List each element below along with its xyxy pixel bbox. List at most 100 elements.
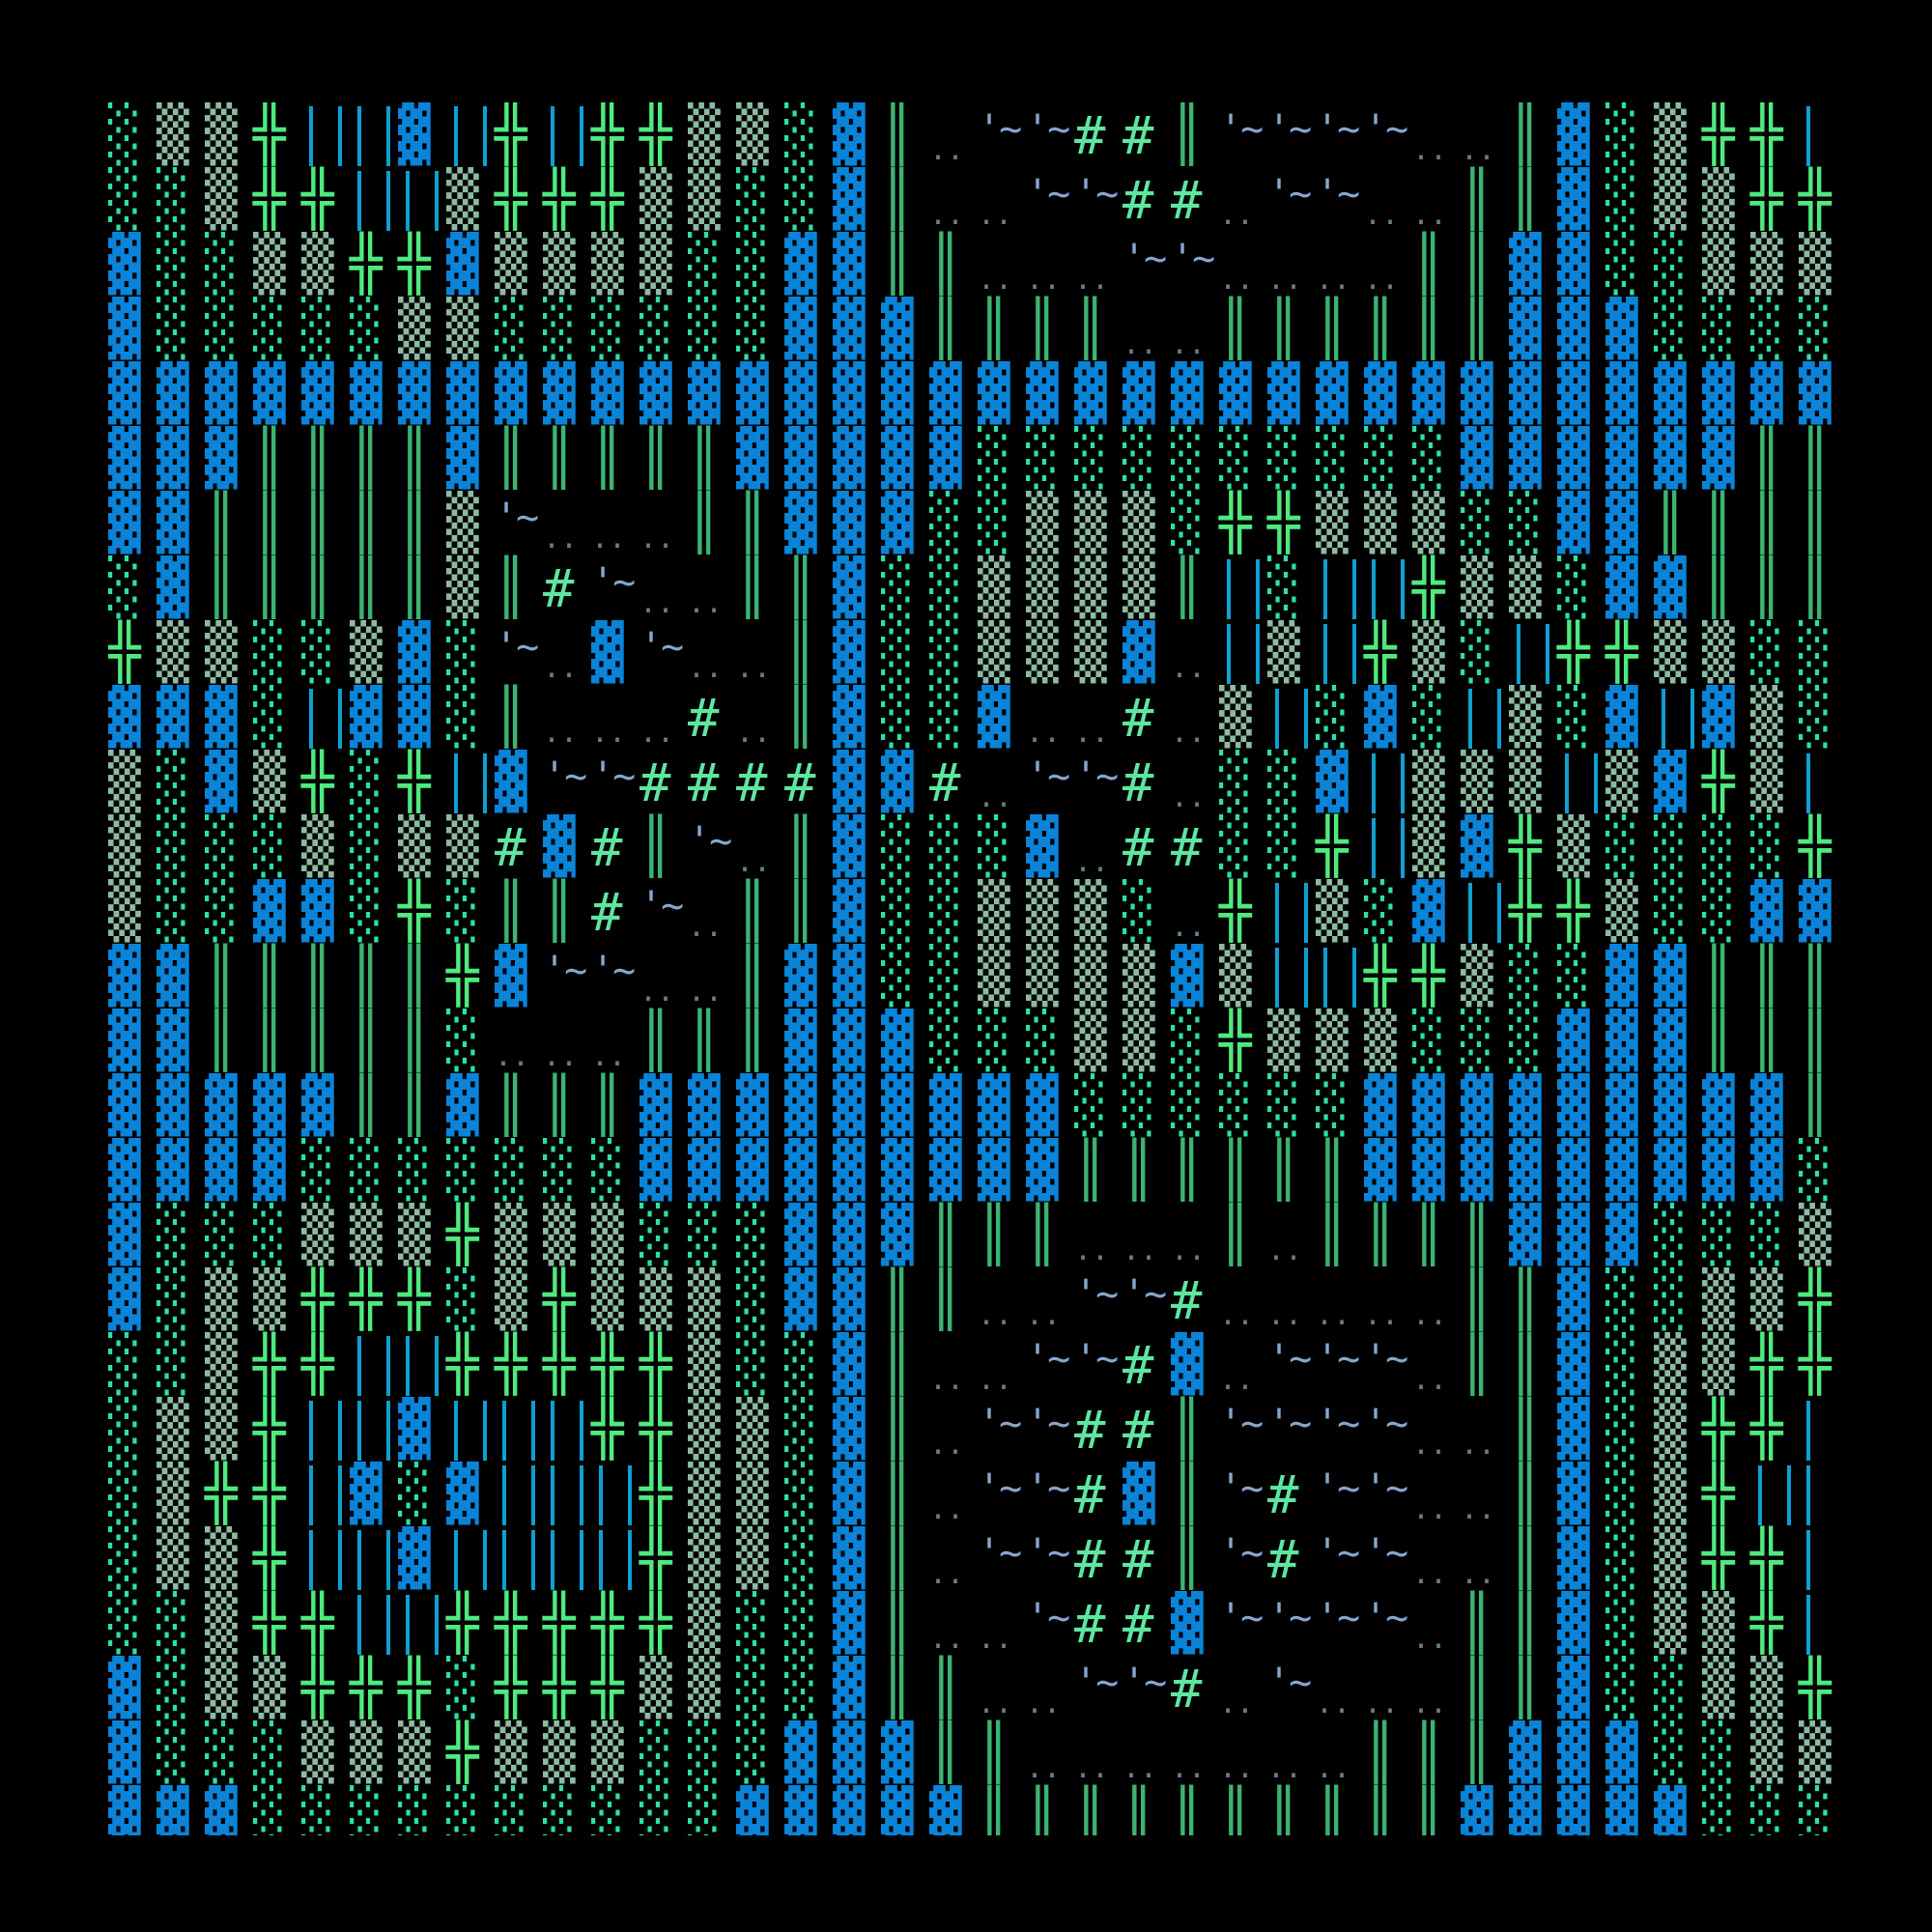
medium-shade-tile: ▒ xyxy=(591,233,624,296)
double-cross-tile: ╬ xyxy=(446,1592,479,1655)
cyan-bars-tile xyxy=(543,102,591,167)
medium-shade-tile: ▒ xyxy=(1654,621,1687,684)
light-shade-tile: ░ xyxy=(301,621,334,684)
double-vertical-tile: ║ xyxy=(1750,556,1783,619)
cyan-bar xyxy=(502,1465,506,1525)
double-vertical-tile: ║ xyxy=(881,1592,914,1655)
floor-dots-tile: .. xyxy=(639,586,675,620)
dark-shade-block-tile: ▓ xyxy=(833,1009,866,1072)
light-shade-tile: ░ xyxy=(446,621,479,684)
dark-shade-block-tile: ▓ xyxy=(108,362,141,425)
double-vertical-tile: ║ xyxy=(784,686,817,749)
dark-shade-block-tile: ▓ xyxy=(929,1786,962,1835)
medium-shade-tile: ▒ xyxy=(1412,815,1445,878)
water-tile: '~ xyxy=(1316,1402,1360,1446)
hash-tile: # xyxy=(1122,688,1154,749)
cyan-bar xyxy=(531,1401,535,1461)
dark-shade-block-tile: ▓ xyxy=(1364,362,1397,425)
cyan-bar xyxy=(1497,883,1501,943)
double-vertical-tile: ║ xyxy=(301,427,334,490)
cyan-bar xyxy=(454,1530,458,1590)
double-vertical-tile: ║ xyxy=(543,880,576,943)
double-vertical-tile: ║ xyxy=(1509,103,1542,166)
double-vertical-tile: ║ xyxy=(929,1204,962,1266)
water-tile: '~ xyxy=(978,1466,1022,1511)
cyan-bars-tile xyxy=(350,1332,398,1397)
dark-shade-block-tile: ▓ xyxy=(1412,362,1445,425)
dark-shade-block-tile: ▓ xyxy=(639,1139,672,1202)
double-vertical-tile: ║ xyxy=(1316,1139,1349,1202)
double-vertical-tile: ║ xyxy=(784,556,817,619)
double-vertical-tile: ║ xyxy=(1171,103,1204,166)
light-shade-tile: ░ xyxy=(1605,1268,1638,1331)
light-shade-tile: ░ xyxy=(1702,1204,1735,1266)
dark-shade-block-tile: ▓ xyxy=(350,1463,383,1525)
double-cross-tile: ╬ xyxy=(253,1463,286,1525)
light-shade-tile: ░ xyxy=(784,1333,817,1396)
double-cross-tile: ╬ xyxy=(205,1463,238,1525)
cyan-bar xyxy=(1227,559,1231,619)
water-tile: '~ xyxy=(1316,172,1360,216)
cyan-bars-tile xyxy=(1799,1397,1835,1462)
medium-shade-tile: ▒ xyxy=(1364,492,1397,554)
cyan-bar xyxy=(338,1465,342,1525)
light-shade-tile: ░ xyxy=(1461,621,1493,684)
light-shade-tile: ░ xyxy=(736,1592,769,1655)
dark-shade-block-tile: ▓ xyxy=(1557,1657,1590,1719)
cyan-bars-tile xyxy=(301,1397,350,1462)
light-shade-tile: ░ xyxy=(495,1139,527,1202)
floor-dots-tile: .. xyxy=(929,198,965,232)
dark-shade-block-tile: ▓ xyxy=(1267,362,1300,425)
double-cross-tile: ╬ xyxy=(398,751,431,813)
double-vertical-tile: ║ xyxy=(1026,1204,1059,1266)
water-tile: '~ xyxy=(1171,237,1215,281)
dark-shade-block-tile: ▓ xyxy=(1122,362,1155,425)
double-vertical-tile: ║ xyxy=(639,1009,672,1072)
light-shade-tile: ░ xyxy=(156,1657,189,1719)
light-shade-tile: ░ xyxy=(591,1139,624,1202)
medium-shade-tile: ▒ xyxy=(1074,621,1107,684)
cyan-bar xyxy=(483,1530,487,1590)
dark-shade-block-tile: ▓ xyxy=(1557,298,1590,360)
light-shade-tile: ░ xyxy=(446,686,479,749)
dark-shade-block-tile: ▓ xyxy=(833,815,866,878)
floor-dots-tile: .. xyxy=(1267,1751,1303,1785)
medium-shade-tile: ▒ xyxy=(639,1657,672,1719)
hash-tile: # xyxy=(1122,753,1154,813)
medium-shade-tile: ▒ xyxy=(1267,1009,1300,1072)
light-shade-tile: ░ xyxy=(1702,1786,1735,1835)
dark-shade-block-tile: ▓ xyxy=(108,1721,141,1784)
dark-shade-block-tile: ▓ xyxy=(1799,362,1832,425)
double-vertical-tile: ║ xyxy=(881,1463,914,1525)
dark-shade-block-tile: ▓ xyxy=(1654,751,1687,813)
light-shade-tile: ░ xyxy=(1122,1074,1155,1137)
medium-shade-tile: ▒ xyxy=(156,1463,189,1525)
dark-shade-block-tile: ▓ xyxy=(688,1139,721,1202)
light-shade-tile: ░ xyxy=(1509,1009,1542,1072)
double-cross-tile: ╬ xyxy=(350,1657,383,1719)
double-vertical-tile: ║ xyxy=(1074,1139,1107,1202)
dark-shade-block-tile: ▓ xyxy=(591,621,624,684)
light-shade-tile: ░ xyxy=(1750,815,1783,878)
light-shade-tile: ░ xyxy=(156,1592,189,1655)
dark-shade-block-tile: ▓ xyxy=(1605,298,1638,360)
double-cross-tile: ╬ xyxy=(301,1268,334,1331)
dark-shade-block-tile: ▓ xyxy=(1557,1268,1590,1331)
cyan-bar xyxy=(309,1401,313,1461)
dark-shade-block-tile: ▓ xyxy=(688,362,721,425)
double-cross-tile: ╬ xyxy=(1750,168,1783,231)
double-vertical-tile: ║ xyxy=(929,1657,962,1719)
cyan-bar xyxy=(502,1530,506,1590)
light-shade-tile: ░ xyxy=(736,1657,769,1719)
double-cross-tile: ╬ xyxy=(301,1333,334,1396)
dark-shade-block-tile: ▓ xyxy=(1605,1074,1638,1137)
dark-shade-block-tile: ▓ xyxy=(446,233,479,296)
medium-shade-tile: ▒ xyxy=(156,103,189,166)
light-shade-tile: ░ xyxy=(929,686,962,749)
cyan-bar xyxy=(309,689,313,749)
double-vertical-tile: ║ xyxy=(1171,556,1204,619)
cyan-bars-tile xyxy=(591,1526,639,1591)
double-cross-tile: ╬ xyxy=(1799,815,1832,878)
dark-shade-block-tile: ▓ xyxy=(833,1204,866,1266)
cyan-bar xyxy=(406,1336,410,1396)
